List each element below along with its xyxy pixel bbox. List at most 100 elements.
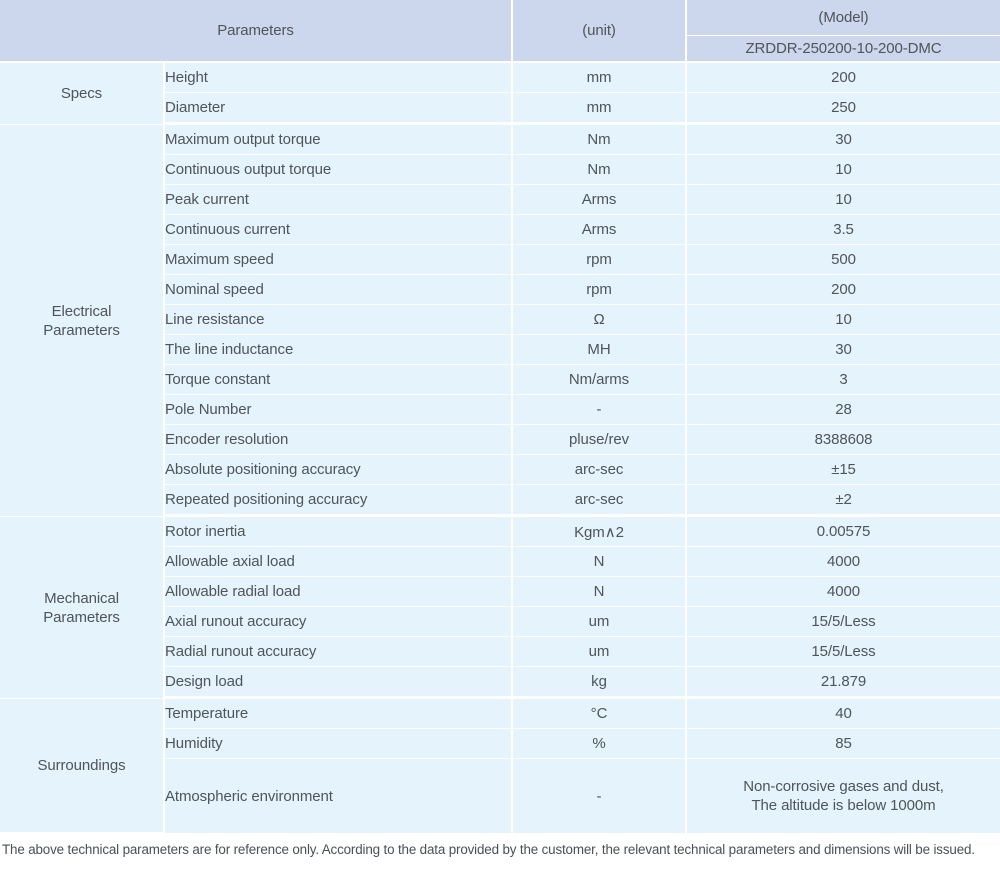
value-cell: 200 bbox=[687, 63, 1000, 93]
value-cell: 10 bbox=[687, 185, 1000, 215]
unit-cell: Arms bbox=[513, 215, 687, 245]
header-model-row: ZRDDR-250200-10-200-DMC bbox=[0, 36, 1000, 63]
header-row: Parameters (unit) (Model) bbox=[0, 0, 1000, 63]
param-name-cell: Axial runout accuracy bbox=[165, 607, 513, 637]
unit-cell: rpm bbox=[513, 245, 687, 275]
table-row: Nominal speed rpm 200 bbox=[0, 275, 1000, 305]
unit-cell: um bbox=[513, 637, 687, 667]
value-cell: 30 bbox=[687, 125, 1000, 155]
unit-cell: pluse/rev bbox=[513, 425, 687, 455]
header-unit: (unit) bbox=[513, 0, 687, 63]
unit-cell: Nm bbox=[513, 155, 687, 185]
value-cell: 200 bbox=[687, 275, 1000, 305]
table-row: Axial runout accuracy um 15/5/Less bbox=[0, 607, 1000, 637]
value-cell: 40 bbox=[687, 699, 1000, 729]
value-cell: 15/5/Less bbox=[687, 637, 1000, 667]
param-name-cell: Torque constant bbox=[165, 365, 513, 395]
unit-cell: Nm/arms bbox=[513, 365, 687, 395]
value-cell: 3.5 bbox=[687, 215, 1000, 245]
table-row: The line inductance MH 30 bbox=[0, 335, 1000, 365]
unit-cell: Kgm∧2 bbox=[513, 517, 687, 547]
unit-cell: mm bbox=[513, 93, 687, 125]
param-name-cell: The line inductance bbox=[165, 335, 513, 365]
param-name-cell: Rotor inertia bbox=[165, 517, 513, 547]
header-parameters: Parameters bbox=[0, 0, 513, 63]
table-row: Peak current Arms 10 bbox=[0, 185, 1000, 215]
param-name-cell: Diameter bbox=[165, 93, 513, 125]
table-row: Encoder resolution pluse/rev 8388608 bbox=[0, 425, 1000, 455]
value-cell: 500 bbox=[687, 245, 1000, 275]
table-row: Electrical Parameters Maximum output tor… bbox=[0, 125, 1000, 517]
table-row: Specs Height mm 200 bbox=[0, 63, 1000, 125]
table-row: Maximum speed rpm 500 bbox=[0, 245, 1000, 275]
param-name-cell: Repeated positioning accuracy bbox=[165, 485, 513, 517]
unit-cell: % bbox=[513, 729, 687, 759]
unit-cell: MH bbox=[513, 335, 687, 365]
param-name-cell: Humidity bbox=[165, 729, 513, 759]
param-name-cell: Height bbox=[165, 63, 513, 93]
unit-cell: Arms bbox=[513, 185, 687, 215]
param-name-cell: Design load bbox=[165, 667, 513, 699]
value-cell: 3 bbox=[687, 365, 1000, 395]
table-row: Absolute positioning accuracy arc-sec ±1… bbox=[0, 455, 1000, 485]
unit-cell: kg bbox=[513, 667, 687, 699]
value-cell: 4000 bbox=[687, 547, 1000, 577]
table-row: Atmospheric environment - Non-corrosive … bbox=[0, 759, 1000, 833]
unit-cell: °C bbox=[513, 699, 687, 729]
value-cell: 10 bbox=[687, 305, 1000, 335]
param-name-cell: Atmospheric environment bbox=[165, 759, 513, 833]
unit-cell: Ω bbox=[513, 305, 687, 335]
param-name-cell: Maximum speed bbox=[165, 245, 513, 275]
table-row: Pole Number - 28 bbox=[0, 395, 1000, 425]
param-name-cell: Allowable radial load bbox=[165, 577, 513, 607]
table-row: Continuous output torque Nm 10 bbox=[0, 155, 1000, 185]
group-label-mechanical: Mechanical Parameters bbox=[0, 517, 165, 699]
unit-cell: N bbox=[513, 547, 687, 577]
table-row: Allowable axial load N 4000 bbox=[0, 547, 1000, 577]
table-row: Torque constant Nm/arms 3 bbox=[0, 365, 1000, 395]
param-name-cell: Line resistance bbox=[165, 305, 513, 335]
table-row: Design load kg 21.879 bbox=[0, 667, 1000, 699]
value-cell: 28 bbox=[687, 395, 1000, 425]
unit-cell: - bbox=[513, 759, 687, 833]
footer-note: The above technical parameters are for r… bbox=[2, 842, 975, 857]
table-row: Diameter mm 250 bbox=[0, 93, 1000, 125]
param-name-cell: Absolute positioning accuracy bbox=[165, 455, 513, 485]
table-row: Allowable radial load N 4000 bbox=[0, 577, 1000, 607]
spec-table: Parameters (unit) (Model) ZRDDR-250200-1… bbox=[0, 0, 1000, 833]
unit-cell: arc-sec bbox=[513, 485, 687, 517]
param-name-cell: Maximum output torque bbox=[165, 125, 513, 155]
param-name-cell: Peak current bbox=[165, 185, 513, 215]
value-cell: 15/5/Less bbox=[687, 607, 1000, 637]
value-cell: 10 bbox=[687, 155, 1000, 185]
table-row: Line resistance Ω 10 bbox=[0, 305, 1000, 335]
param-name-cell: Encoder resolution bbox=[165, 425, 513, 455]
header-model: (Model) bbox=[687, 0, 1000, 36]
param-name-cell: Continuous current bbox=[165, 215, 513, 245]
value-cell: 85 bbox=[687, 729, 1000, 759]
unit-cell: - bbox=[513, 395, 687, 425]
unit-cell: arc-sec bbox=[513, 455, 687, 485]
table-row: Humidity % 85 bbox=[0, 729, 1000, 759]
table-row: Continuous current Arms 3.5 bbox=[0, 215, 1000, 245]
value-cell: 0.00575 bbox=[687, 517, 1000, 547]
unit-cell: rpm bbox=[513, 275, 687, 305]
table-row: Repeated positioning accuracy arc-sec ±2 bbox=[0, 485, 1000, 517]
param-name-cell: Allowable axial load bbox=[165, 547, 513, 577]
value-cell: 250 bbox=[687, 93, 1000, 125]
param-name-cell: Nominal speed bbox=[165, 275, 513, 305]
value-cell: 8388608 bbox=[687, 425, 1000, 455]
param-name-cell: Temperature bbox=[165, 699, 513, 729]
group-label-electrical: Electrical Parameters bbox=[0, 125, 165, 517]
value-cell: ±2 bbox=[687, 485, 1000, 517]
group-label-surroundings: Surroundings bbox=[0, 699, 165, 833]
table-row: Mechanical Parameters Rotor inertia Kgm∧… bbox=[0, 517, 1000, 699]
value-cell: Non-corrosive gases and dust, The altitu… bbox=[687, 759, 1000, 833]
value-cell: 30 bbox=[687, 335, 1000, 365]
unit-cell: N bbox=[513, 577, 687, 607]
unit-cell: mm bbox=[513, 63, 687, 93]
param-name-cell: Pole Number bbox=[165, 395, 513, 425]
value-cell: ±15 bbox=[687, 455, 1000, 485]
table-row: Radial runout accuracy um 15/5/Less bbox=[0, 637, 1000, 667]
